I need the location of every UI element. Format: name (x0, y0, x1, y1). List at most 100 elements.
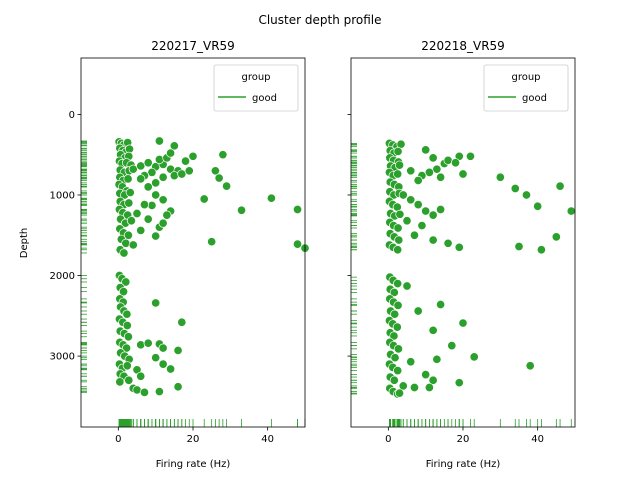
data-point (124, 198, 134, 208)
legend-title-left: group (241, 72, 270, 83)
data-point (398, 190, 408, 200)
data-point (424, 167, 434, 177)
data-point (409, 230, 420, 240)
data-point (166, 364, 176, 374)
legend-right: group good (483, 64, 569, 112)
data-point (393, 300, 403, 310)
data-point (428, 153, 438, 163)
data-point (158, 172, 168, 182)
y-tick-label: 1000 (50, 190, 75, 201)
x-tick-label: 20 (457, 434, 470, 445)
data-point (154, 387, 164, 397)
y-tick-label: 3000 (50, 352, 75, 363)
data-point (432, 354, 442, 364)
data-point (393, 223, 403, 233)
data-point (533, 201, 543, 211)
data-point (154, 136, 164, 146)
data-point (390, 353, 400, 363)
data-point (454, 378, 464, 388)
legend-left: group good (213, 64, 299, 112)
data-point (147, 167, 157, 177)
data-point (392, 322, 402, 332)
data-point (389, 287, 399, 298)
data-point (169, 171, 179, 181)
data-point (393, 366, 403, 376)
data-point (428, 235, 438, 245)
data-point (184, 166, 194, 176)
x-tick-label: 40 (531, 434, 544, 445)
data-point (188, 151, 198, 161)
data-point (395, 209, 405, 219)
data-point (154, 154, 164, 165)
data-point (393, 146, 403, 157)
data-point (424, 382, 434, 393)
data-point (389, 375, 399, 385)
x-tick-label: 20 (187, 434, 200, 445)
rug-layer-right (351, 143, 572, 427)
data-point (151, 298, 161, 308)
data-point (417, 221, 427, 231)
data-point (121, 277, 131, 287)
data-point (122, 320, 132, 331)
data-point (123, 174, 133, 184)
data-point (210, 166, 220, 176)
plot-frame (80, 57, 306, 428)
legend-box-right (483, 64, 569, 112)
data-point (158, 195, 168, 205)
data-point (421, 206, 431, 216)
data-point (136, 161, 146, 171)
legend-box-left (213, 64, 299, 112)
data-point (124, 375, 134, 385)
data-point (421, 370, 431, 380)
data-point (128, 240, 138, 250)
data-point (428, 210, 438, 220)
x-axis-label-right: Firing rate (Hz) (426, 459, 501, 470)
data-point (393, 169, 403, 179)
data-point (151, 231, 161, 241)
data-point (436, 204, 446, 215)
data-point (406, 357, 416, 367)
rug-layer-left (81, 140, 306, 427)
data-point (158, 359, 168, 369)
data-point (136, 371, 146, 381)
data-point (566, 206, 576, 216)
data-point (495, 172, 505, 182)
data-point (521, 190, 532, 200)
data-point (214, 173, 224, 183)
data-point (536, 245, 546, 255)
data-point (390, 309, 400, 319)
data-point (409, 382, 420, 393)
data-point (136, 174, 146, 184)
x-tick-label: 40 (261, 434, 274, 445)
data-point (469, 352, 479, 362)
data-point (402, 216, 412, 226)
data-point (119, 287, 129, 297)
data-point (393, 279, 403, 289)
data-point (428, 375, 438, 385)
data-point (147, 200, 157, 210)
data-point (132, 208, 142, 219)
data-point (292, 239, 303, 249)
data-point (465, 151, 476, 161)
chart-panel-right: 0 20 40 220218_VR59 Firing rate (Hz) group… (347, 39, 576, 470)
data-point (143, 182, 153, 192)
data-point (158, 343, 168, 353)
data-point (139, 387, 150, 397)
data-point (454, 242, 464, 252)
data-point (115, 377, 125, 387)
data-point (406, 166, 416, 176)
data-point (413, 306, 423, 316)
data-point (551, 232, 561, 242)
axes-right: 0 20 40 (347, 57, 576, 445)
data-point (177, 317, 187, 327)
data-point (394, 160, 405, 170)
data-point (402, 281, 412, 291)
data-point (177, 169, 187, 179)
data-point (132, 385, 142, 395)
y-tick-label: 0 (69, 110, 75, 121)
legend-entry-right: good (522, 93, 547, 104)
data-point (136, 225, 146, 235)
data-point (136, 340, 146, 350)
data-point (428, 325, 438, 335)
